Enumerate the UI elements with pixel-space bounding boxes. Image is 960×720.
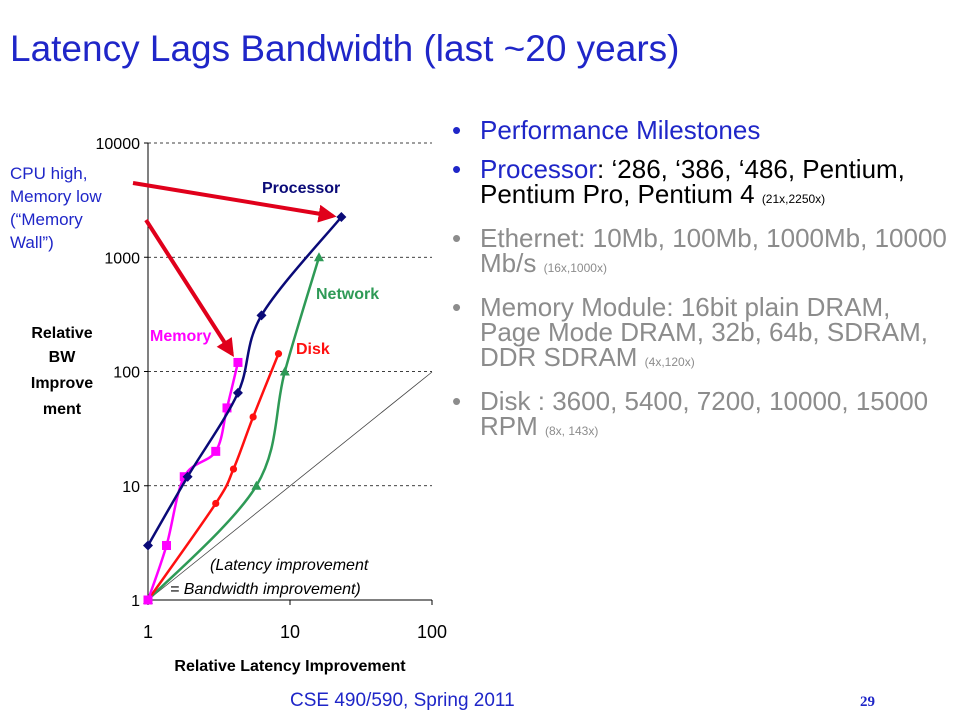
- page-number: 29: [860, 694, 875, 710]
- equal-improvement-line: [147, 371, 433, 601]
- y-tick-label-1000: 1000: [104, 250, 140, 267]
- callout-line-2: Memory low: [10, 187, 102, 206]
- bullet-ethernet: • Ethernet: 10Mb, 100Mb, 1000Mb, 10000 M…: [452, 223, 952, 281]
- bullet-ratio: (8x, 143x): [545, 424, 599, 438]
- bullet-text: Ethernet: 10Mb, 100Mb, 1000Mb, 10000 Mb/…: [480, 223, 947, 278]
- y-axis-title-line-1: Relative: [31, 325, 92, 342]
- processor-point-0: [143, 540, 153, 551]
- memory-wall-arrow-memory: [144, 218, 234, 358]
- memory-point-4: [222, 403, 232, 413]
- bullet-text: Performance Milestones: [480, 115, 761, 145]
- processor-point-2: [232, 387, 243, 398]
- processor-point-4: [336, 212, 347, 223]
- network-point-2: [279, 366, 290, 376]
- network-series-line: [147, 256, 321, 601]
- bullet-performance-milestones: • Performance Milestones: [452, 115, 952, 145]
- disk-series-label: Disk: [296, 341, 330, 358]
- bullet-text: : ‘286, ‘386, ‘486, Pentium, Pentium Pro…: [480, 154, 905, 209]
- x-axis-title: Relative Latency Improvement: [174, 658, 406, 675]
- annotation-line-2: = Bandwidth improvement): [170, 581, 361, 598]
- bullet-dot: •: [452, 223, 462, 253]
- memory-point-0: [143, 595, 153, 605]
- axes: 1 10 100 1000 10000 1 10 100: [96, 136, 448, 642]
- memory-wall-arrow-processor: [132, 181, 337, 223]
- milestone-list: • Performance Milestones • Processor: ‘2…: [452, 115, 952, 458]
- processor-series-line: [146, 216, 343, 547]
- bullet-disk: • Disk : 3600, 5400, 7200, 10000, 15000 …: [452, 386, 952, 444]
- bullet-label: Processor: [480, 154, 598, 184]
- bullet-dot: •: [452, 386, 462, 416]
- bullet-dot: •: [452, 115, 462, 145]
- annotation-line-1: (Latency improvement: [210, 557, 369, 574]
- series-network: [143, 252, 324, 604]
- y-axis-title-line-4: ment: [43, 401, 82, 418]
- memory-point-3: [211, 446, 221, 456]
- processor-point-1: [182, 471, 193, 482]
- y-tick-label-10000: 10000: [96, 136, 141, 153]
- bullet-ratio: (21x,2250x): [761, 192, 826, 206]
- network-point-3: [313, 252, 324, 262]
- x-tick-label-10: 10: [280, 622, 300, 642]
- bullet-text-line-2: DDR SDRAM: [480, 342, 645, 372]
- disk-point-1: [212, 499, 220, 508]
- x-tick-label-1: 1: [143, 622, 153, 642]
- bullet-memory-module: • Memory Module: 16bit plain DRAM, Page …: [452, 292, 952, 375]
- bullet-ratio: (4x,120x): [644, 355, 695, 369]
- slide-title: Latency Lags Bandwidth (last ~20 years): [10, 28, 680, 69]
- bullet-text: Disk : 3600, 5400, 7200, 10000, 15000 RP…: [480, 386, 929, 441]
- callout-line-1: CPU high,: [10, 164, 88, 183]
- bullet-ratio: (16x,1000x): [543, 261, 607, 275]
- data-series: [143, 212, 347, 605]
- disk-point-2: [229, 465, 238, 473]
- network-series-label: Network: [316, 286, 379, 303]
- chart-labels: Network Disk Memory Processor: [150, 180, 379, 358]
- bullet-dot: •: [452, 154, 462, 184]
- y-axis-title-line-2: BW: [49, 349, 77, 366]
- memory-point-1: [162, 540, 172, 550]
- disk-point-3: [249, 413, 257, 421]
- network-point-1: [251, 480, 262, 490]
- processor-series-label: Processor: [262, 180, 340, 197]
- bullet-processor: • Processor: ‘286, ‘386, ‘486, Pentium, …: [452, 154, 952, 212]
- callout-line-4: Wall”): [10, 233, 54, 252]
- bullet-dot: •: [452, 292, 462, 322]
- disk-point-4: [274, 350, 283, 358]
- y-tick-label-100: 100: [113, 365, 140, 382]
- memory-point-5: [233, 357, 243, 367]
- memory-wall-callout: CPU high, Memory low (“Memory Wall”): [10, 162, 102, 254]
- grid-lines: [148, 142, 432, 487]
- slide-footer: CSE 490/590, Spring 2011: [290, 690, 515, 711]
- y-axis-title: Relative BW Improve ment: [31, 325, 93, 418]
- x-tick-label-100: 100: [417, 622, 447, 642]
- y-tick-label-1: 1: [131, 593, 140, 610]
- y-tick-label-10: 10: [122, 479, 140, 496]
- y-axis-title-line-3: Improve: [31, 375, 93, 392]
- memory-series-label: Memory: [150, 328, 211, 345]
- callout-line-3: (“Memory: [10, 210, 83, 229]
- processor-point-3: [256, 310, 267, 321]
- bullet-text: Memory Module: 16bit plain DRAM, Page Mo…: [480, 292, 928, 347]
- series-processor: [143, 212, 347, 551]
